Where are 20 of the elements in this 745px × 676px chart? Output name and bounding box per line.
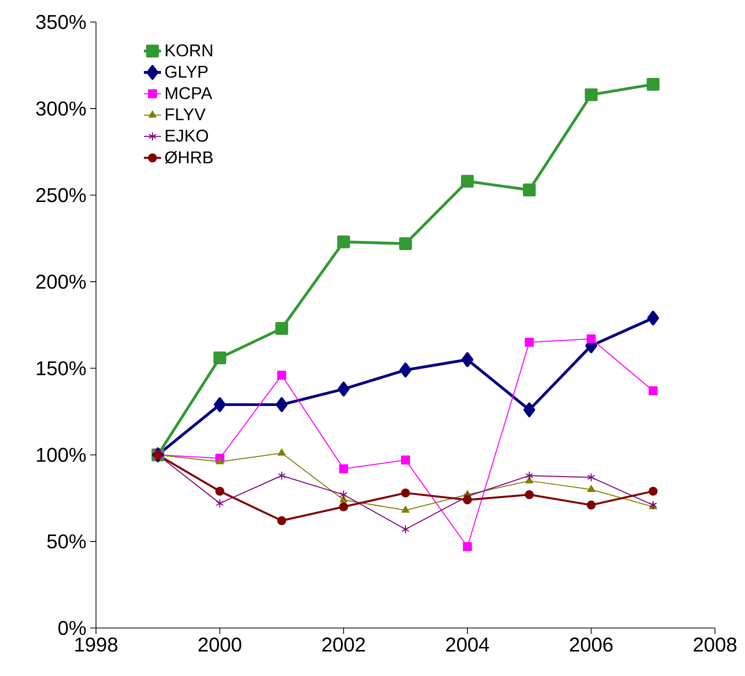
y-tick-label: 300% <box>36 101 86 116</box>
x-tick-label: 2002 <box>322 638 365 652</box>
y-tick-label: 0% <box>58 620 86 636</box>
legend-label: MCPA <box>166 87 212 100</box>
legend-label: GLYP <box>165 66 208 78</box>
y-tick-label: 150% <box>36 361 86 376</box>
legend-label: EJKO <box>166 130 208 142</box>
x-tick-label: 2000 <box>198 638 242 652</box>
x-tick-label: 2006 <box>570 638 613 652</box>
legend-label: KORN <box>166 44 212 56</box>
legend-label: FLYV <box>166 108 206 120</box>
y-tick-label: 200% <box>36 274 86 289</box>
x-tick-label: 2004 <box>446 638 490 652</box>
y-tick-label: 250% <box>36 188 86 202</box>
y-tick-label: 100% <box>36 448 86 462</box>
x-tick-label: 2008 <box>694 638 736 652</box>
y-tick-label: 50% <box>47 534 86 548</box>
x-tick-label: 1998 <box>75 638 118 652</box>
legend-label: ØHRB <box>165 151 213 164</box>
y-tick-label: 350% <box>36 14 86 30</box>
